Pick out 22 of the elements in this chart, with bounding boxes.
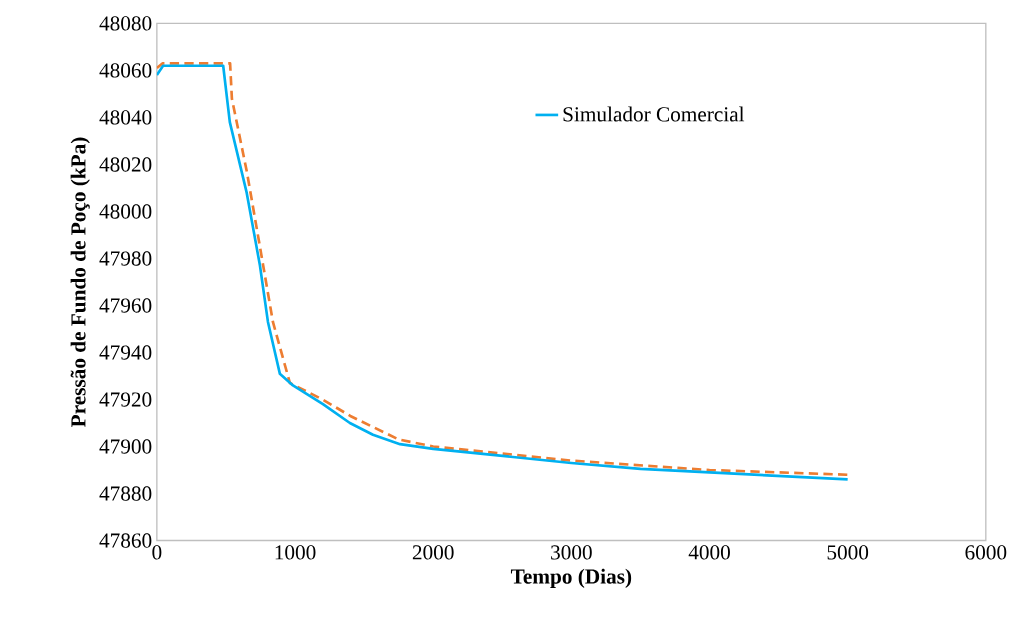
x-tick-label: 0	[152, 545, 162, 560]
x-tick-label: 3000	[551, 545, 592, 560]
x-tick-label: 5000	[827, 545, 869, 560]
y-tick-label: 47860	[99, 533, 152, 548]
y-tick-label: 48060	[99, 63, 152, 78]
y-tick-label: 48020	[99, 157, 152, 172]
x-tick-label: 1000	[275, 545, 316, 560]
y-tick-label: 47940	[99, 345, 152, 360]
x-tick-label: 6000	[965, 545, 1007, 560]
x-tick-label: 2000	[412, 545, 454, 560]
x-axis-title: Tempo (Dias)	[510, 568, 632, 588]
x-tick-label: 4000	[688, 545, 730, 560]
y-tick-label: 47920	[99, 392, 152, 407]
y-axis-title: Pressão de Fundo de Poço (kPa)	[70, 137, 90, 427]
y-tick-label: 48040	[99, 110, 152, 125]
legend-label: Simulador Comercial	[563, 106, 745, 122]
y-tick-label: 48000	[99, 204, 152, 219]
y-tick-label: 48080	[99, 16, 152, 31]
y-tick-label: 47980	[99, 251, 152, 266]
y-tick-label: 47900	[99, 439, 152, 454]
y-tick-label: 47880	[99, 486, 152, 501]
y-tick-label: 47960	[99, 298, 152, 313]
